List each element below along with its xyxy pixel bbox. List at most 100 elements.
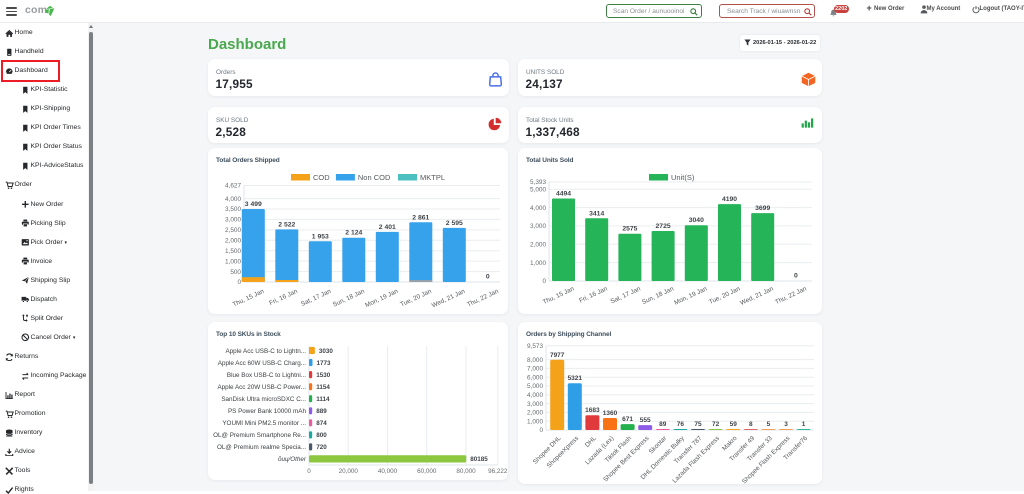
svg-text:1: 1: [802, 421, 806, 428]
svg-text:3 499: 3 499: [245, 201, 262, 208]
svg-text:0: 0: [237, 279, 241, 286]
svg-text:720: 720: [316, 444, 327, 451]
svg-text:SanDisk Ultra microSDXC C...: SanDisk Ultra microSDXC C...: [221, 396, 306, 403]
svg-text:60,000: 60,000: [417, 468, 437, 475]
svg-text:7,000: 7,000: [527, 366, 543, 373]
svg-text:1114: 1114: [316, 396, 330, 403]
svg-text:75: 75: [694, 421, 702, 428]
svg-text:OL@ Premium realme Specia...: OL@ Premium realme Specia...: [217, 444, 306, 451]
svg-text:3040: 3040: [689, 217, 704, 224]
svg-text:Unit(S): Unit(S): [671, 173, 695, 182]
svg-text:2,000: 2,000: [225, 238, 241, 245]
svg-text:3,000: 3,000: [225, 217, 241, 224]
svg-text:8: 8: [749, 421, 753, 428]
svg-text:YOUMI Mini PM2.5 monitor ...: YOUMI Mini PM2.5 monitor ...: [222, 420, 306, 427]
svg-text:Wed, 21 Jan: Wed, 21 Jan: [431, 288, 467, 310]
svg-text:3699: 3699: [755, 205, 770, 212]
svg-text:4,000: 4,000: [530, 205, 546, 212]
svg-text:Apple Acc 60W USB-C Charg...: Apple Acc 60W USB-C Charg...: [218, 360, 306, 367]
svg-text:2725: 2725: [656, 223, 671, 230]
svg-text:1,000: 1,000: [530, 260, 546, 267]
svg-text:MKTPL: MKTPL: [420, 173, 445, 182]
svg-text:555: 555: [640, 417, 651, 424]
svg-text:Sun, 18 Jan: Sun, 18 Jan: [332, 288, 366, 309]
svg-text:8,000: 8,000: [527, 357, 543, 364]
svg-text:9,573: 9,573: [527, 343, 543, 350]
svg-text:2,500: 2,500: [225, 227, 241, 234]
svg-text:2 595: 2 595: [446, 220, 463, 227]
svg-text:5: 5: [767, 421, 771, 428]
svg-text:1,000: 1,000: [225, 258, 241, 265]
svg-text:COD: COD: [313, 173, 330, 182]
svg-text:1683: 1683: [585, 407, 600, 414]
svg-text:ShopeeXpress: ShopeeXpress: [546, 435, 581, 470]
svg-text:1 953: 1 953: [312, 233, 329, 240]
svg-text:5,000: 5,000: [530, 186, 546, 193]
svg-text:3,000: 3,000: [530, 223, 546, 230]
svg-text:80,000: 80,000: [456, 468, 476, 475]
svg-text:89: 89: [659, 421, 667, 428]
svg-text:874: 874: [316, 420, 327, 427]
svg-text:76: 76: [677, 421, 685, 428]
svg-text:59: 59: [730, 421, 738, 428]
svg-text:Thu, 22 Jan: Thu, 22 Jan: [774, 285, 808, 306]
svg-text:3414: 3414: [589, 210, 604, 217]
svg-text:3,000: 3,000: [527, 401, 543, 408]
svg-text:20,000: 20,000: [339, 468, 359, 475]
svg-text:0: 0: [794, 273, 798, 280]
svg-text:0: 0: [307, 468, 311, 475]
svg-text:0: 0: [486, 274, 490, 281]
svg-text:0: 0: [539, 427, 543, 434]
svg-text:OL@ Premium Smartphone Re...: OL@ Premium Smartphone Re...: [213, 432, 306, 439]
svg-text:1360: 1360: [603, 410, 618, 417]
svg-text:40,000: 40,000: [378, 468, 398, 475]
svg-text:3,500: 3,500: [225, 206, 241, 213]
svg-text:Sun, 18 Jan: Sun, 18 Jan: [641, 285, 675, 306]
svg-text:2,000: 2,000: [530, 242, 546, 249]
svg-text:2 522: 2 522: [278, 221, 295, 228]
svg-text:96,222: 96,222: [488, 468, 508, 475]
svg-text:1530: 1530: [316, 372, 331, 379]
svg-text:5,393: 5,393: [530, 179, 546, 186]
svg-text:7977: 7977: [550, 352, 565, 359]
svg-text:1,000: 1,000: [527, 418, 543, 425]
svg-text:5321: 5321: [568, 375, 583, 382]
svg-text:Tue, 20 Jan: Tue, 20 Jan: [708, 285, 742, 306]
svg-text:800: 800: [316, 432, 327, 439]
svg-text:80185: 80185: [470, 456, 488, 463]
svg-text:DHL: DHL: [584, 435, 598, 449]
svg-text:Wed, 21 Jan: Wed, 21 Jan: [739, 285, 775, 307]
svg-text:Thu, 15 Jan: Thu, 15 Jan: [232, 288, 266, 309]
svg-text:72: 72: [712, 421, 720, 428]
svg-text:2575: 2575: [622, 226, 637, 233]
svg-text:1773: 1773: [317, 360, 332, 367]
svg-text:Mon, 19 Jan: Mon, 19 Jan: [673, 285, 708, 306]
svg-text:Non COD: Non COD: [358, 173, 391, 182]
svg-text:5,000: 5,000: [527, 383, 543, 390]
svg-text:3: 3: [784, 421, 788, 428]
svg-text:3030: 3030: [319, 348, 334, 355]
svg-text:500: 500: [230, 269, 241, 276]
svg-text:Sat, 17 Jan: Sat, 17 Jan: [609, 285, 642, 305]
svg-text:Thu, 22 Jan: Thu, 22 Jan: [466, 288, 500, 309]
svg-text:1,500: 1,500: [225, 248, 241, 255]
svg-text:2,000: 2,000: [527, 410, 543, 417]
svg-text:0: 0: [542, 278, 546, 285]
svg-text:Fri, 16 Jan: Fri, 16 Jan: [268, 288, 299, 307]
svg-text:4,000: 4,000: [527, 392, 543, 399]
svg-text:Mon, 19 Jan: Mon, 19 Jan: [364, 288, 399, 309]
svg-text:1154: 1154: [316, 384, 330, 391]
svg-text:Sat, 17 Jan: Sat, 17 Jan: [300, 288, 333, 308]
svg-text:889: 889: [316, 408, 327, 415]
svg-text:Tue, 20 Jan: Tue, 20 Jan: [399, 288, 433, 309]
svg-text:PS Power Bank 10000 mAh: PS Power Bank 10000 mAh: [228, 408, 307, 415]
svg-text:2 861: 2 861: [412, 214, 429, 221]
svg-text:Apple Acc 20W USB-C Power...: Apple Acc 20W USB-C Power...: [217, 384, 306, 391]
svg-text:Thu, 15 Jan: Thu, 15 Jan: [542, 285, 576, 306]
svg-text:Apple Acc USB-C to Lightn...: Apple Acc USB-C to Lightn...: [225, 348, 306, 355]
svg-text:2 124: 2 124: [345, 230, 362, 237]
svg-text:Fri, 16 Jan: Fri, 16 Jan: [578, 285, 609, 304]
svg-text:6,000: 6,000: [527, 374, 543, 381]
svg-text:4,627: 4,627: [225, 183, 241, 190]
svg-text:4,000: 4,000: [225, 196, 241, 203]
